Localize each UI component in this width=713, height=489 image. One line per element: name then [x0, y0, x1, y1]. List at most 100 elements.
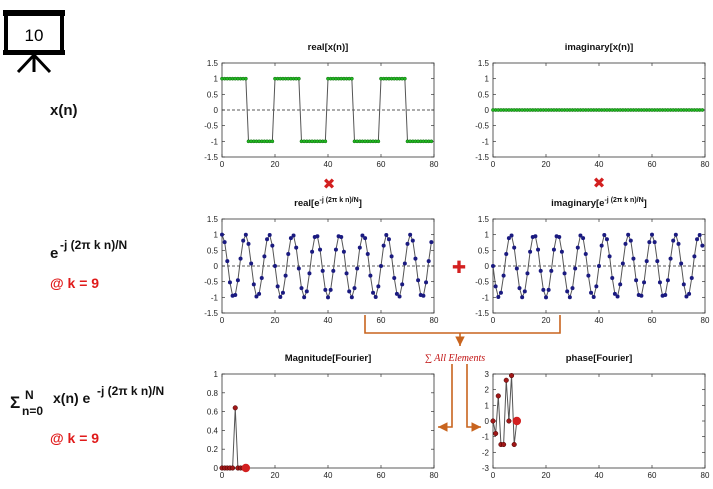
k-note: @ k = 9 — [50, 275, 99, 291]
data-point — [270, 139, 275, 144]
data-point — [386, 237, 391, 242]
x-tick-label: 80 — [430, 471, 439, 480]
data-point — [326, 295, 330, 300]
data-point — [230, 465, 236, 471]
data-point — [676, 241, 681, 246]
data-point — [538, 268, 543, 273]
data-point — [222, 240, 227, 245]
data-point — [339, 235, 344, 240]
data-point — [681, 282, 686, 287]
plus-icon: ✚ — [452, 258, 466, 277]
data-point — [333, 247, 338, 252]
y-tick-label: 0.6 — [207, 408, 219, 417]
y-tick-label: -1 — [482, 433, 490, 442]
x-tick-label: 20 — [542, 316, 551, 325]
data-point — [320, 268, 325, 273]
data-point — [355, 266, 360, 271]
data-point — [657, 280, 662, 285]
x-tick-label: 0 — [220, 471, 225, 480]
data-point — [270, 243, 275, 248]
sum-body: x(n) e — [53, 390, 91, 406]
data-point — [408, 232, 413, 237]
data-point — [424, 280, 429, 285]
plot-title: real[e-j (2π k n)/N] — [294, 197, 362, 209]
y-tick-label: -3 — [482, 464, 490, 473]
data-point — [429, 240, 434, 245]
x-tick-label: 80 — [701, 471, 710, 480]
data-point — [416, 278, 421, 283]
x-tick-label: 80 — [701, 316, 710, 325]
data-point — [249, 261, 254, 266]
data-point — [602, 233, 607, 238]
data-point — [400, 282, 405, 287]
data-point — [368, 273, 373, 278]
data-point — [589, 290, 594, 295]
highlight-point — [241, 463, 251, 473]
data-point — [291, 233, 296, 238]
frame-counter: 10 — [25, 26, 44, 45]
y-tick-label: -1 — [482, 137, 490, 146]
data-point — [586, 273, 591, 278]
data-point — [498, 290, 503, 295]
y-tick-label: 1 — [485, 401, 490, 410]
data-point — [525, 271, 530, 276]
y-tick-label: -1 — [211, 293, 219, 302]
data-point — [673, 232, 678, 237]
sum-label: Σ N n=0 x(n) e -j (2π k n)/N — [10, 384, 164, 418]
data-point — [700, 243, 705, 248]
data-point — [512, 245, 517, 250]
data-point — [615, 294, 620, 299]
data-point — [514, 266, 519, 271]
data-point — [238, 256, 243, 261]
x-tick-label: 0 — [220, 316, 225, 325]
data-point — [304, 289, 309, 294]
y-tick-label: 0.5 — [478, 246, 490, 255]
plot-title: Magnitude[Fourier] — [285, 353, 372, 364]
data-point — [405, 241, 410, 246]
x-tick-label: 20 — [542, 471, 551, 480]
data-point — [296, 266, 301, 271]
data-point — [294, 245, 299, 250]
data-point — [626, 232, 631, 237]
y-tick-label: 1 — [485, 231, 490, 240]
data-point — [493, 284, 498, 289]
data-point — [599, 243, 604, 248]
highlight-point — [512, 416, 522, 426]
y-tick-label: 1.5 — [478, 59, 490, 68]
y-tick-label: 2 — [485, 386, 490, 395]
data-point — [501, 441, 507, 448]
data-point — [323, 139, 328, 144]
data-point — [544, 295, 548, 300]
series-line — [492, 375, 518, 445]
data-point — [597, 264, 601, 268]
data-point — [612, 291, 617, 296]
data-point — [227, 280, 232, 285]
x-tick-label: 60 — [377, 160, 386, 169]
data-point — [689, 275, 694, 280]
y-tick-label: -1.5 — [204, 309, 218, 318]
data-point — [671, 238, 676, 243]
data-point — [501, 273, 506, 278]
data-point — [225, 259, 230, 264]
multiply-icon-left: ✖ — [323, 176, 336, 193]
plot-title: real[x(n)] — [308, 42, 349, 53]
data-point — [299, 286, 304, 291]
data-point — [233, 292, 238, 297]
data-point — [410, 238, 415, 243]
y-tick-label: -0.5 — [475, 122, 489, 131]
x-tick-label: 0 — [491, 471, 496, 480]
data-point — [583, 252, 588, 257]
data-point — [365, 252, 370, 257]
data-point — [541, 287, 546, 292]
y-tick-label: 0 — [485, 262, 490, 271]
data-point — [522, 289, 527, 294]
kernel-label: e -j (2π k n)/N — [50, 238, 127, 262]
x-tick-label: 0 — [220, 160, 225, 169]
data-point — [357, 245, 362, 250]
x-tick-label: 40 — [324, 471, 333, 480]
data-point — [403, 76, 407, 81]
kernel-base: e — [50, 245, 58, 262]
data-point — [528, 249, 533, 254]
data-point — [323, 287, 328, 292]
